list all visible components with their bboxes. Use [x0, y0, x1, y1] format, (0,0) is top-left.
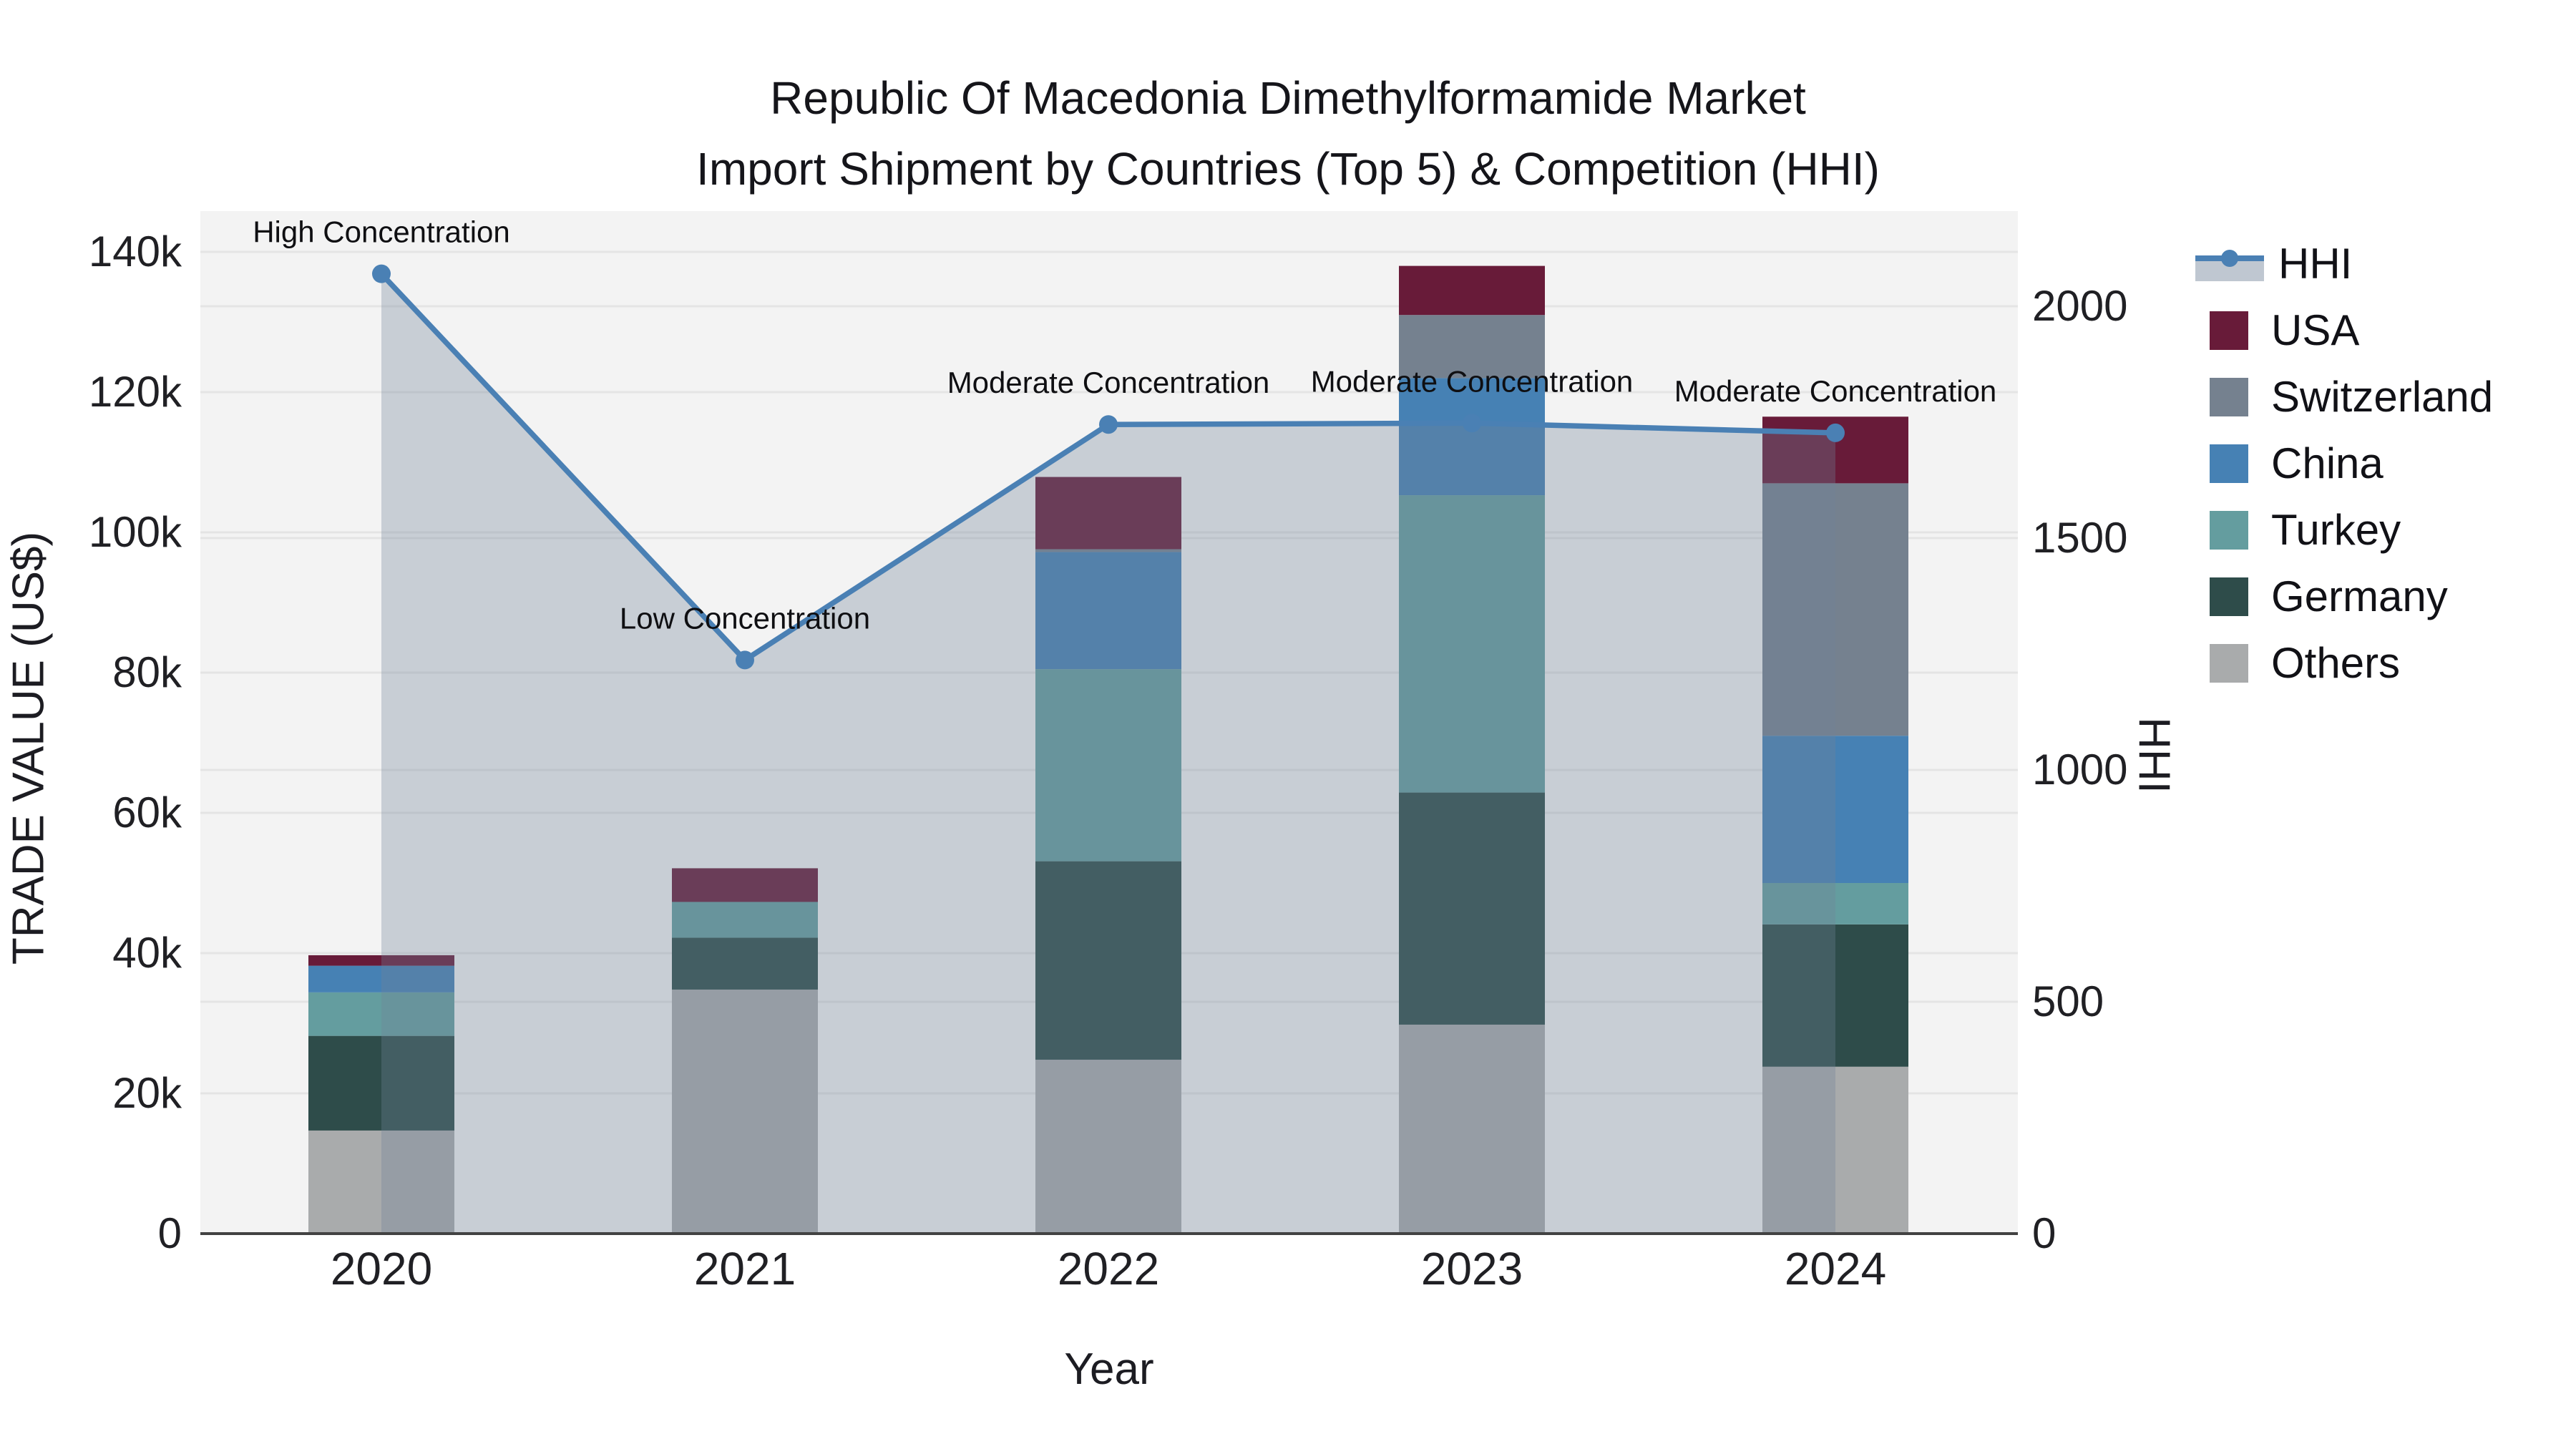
bar-segment-2023-usa[interactable] [1399, 265, 1545, 316]
y-left-tick-label: 60k [112, 789, 182, 836]
hhi-marker-2020[interactable] [372, 264, 391, 283]
bar-segment-2023-others[interactable] [1399, 1024, 1545, 1234]
bar-segment-2020-china[interactable] [308, 965, 454, 992]
legend-swatch-others [2210, 643, 2248, 683]
legend-item-switzerland[interactable]: Switzerland [2210, 364, 2493, 430]
bar-segment-2020-usa[interactable] [308, 955, 454, 966]
bar-segment-2023-turkey[interactable] [1399, 495, 1545, 793]
y-left-tick-label: 120k [89, 368, 182, 416]
bar-segment-2020-others[interactable] [308, 1130, 454, 1234]
legend-label-germany: Germany [2271, 572, 2448, 620]
bar-segment-2021-others[interactable] [672, 989, 818, 1234]
legend-swatch-turkey [2210, 510, 2248, 550]
x-tick-label-2024: 2024 [1785, 1243, 1886, 1294]
hhi-marker-2022[interactable] [1099, 415, 1118, 434]
x-tick-label-2023: 2023 [1421, 1243, 1523, 1294]
y-left-tick-label: 80k [112, 648, 182, 696]
annotation-2023: Moderate Concentration [1311, 364, 1634, 398]
bar-segment-2024-germany[interactable] [1762, 924, 1908, 1067]
chart-title: Republic Of Macedonia Dimethylformamide … [644, 63, 1932, 205]
bar-segment-2022-others[interactable] [1035, 1059, 1181, 1234]
x-tick-label-2020: 2020 [331, 1243, 432, 1294]
bar-segment-2022-switzerland[interactable] [1035, 549, 1181, 552]
bar-segment-2023-china[interactable] [1399, 378, 1545, 496]
legend-label-china: China [2271, 439, 2384, 487]
legend-swatch-usa [2210, 311, 2248, 350]
x-tick-label-2021: 2021 [694, 1243, 796, 1294]
y-left-tick-label: 0 [158, 1209, 182, 1257]
chart-title-line1: Republic Of Macedonia Dimethylformamide … [770, 72, 1806, 124]
legend-label-usa: USA [2271, 306, 2360, 354]
legend-item-turkey[interactable]: Turkey [2210, 497, 2493, 563]
hhi-marker-2024[interactable] [1826, 423, 1845, 442]
legend-label-hhi: HHI [2278, 240, 2353, 288]
bar-segment-2024-others[interactable] [1762, 1066, 1908, 1234]
legend-item-usa[interactable]: USA [2210, 297, 2493, 364]
y-right-tick-label: 0 [2032, 1209, 2056, 1257]
legend-item-germany[interactable]: Germany [2210, 563, 2493, 630]
legend-label-others: Others [2271, 639, 2401, 687]
annotation-2020: High Concentration [253, 215, 510, 249]
y-right-tick-label: 2000 [2032, 282, 2127, 330]
x-tick-label-2022: 2022 [1058, 1243, 1159, 1294]
legend-item-china[interactable]: China [2210, 430, 2493, 497]
legend-swatch-germany [2210, 577, 2248, 616]
y-left-tick-label: 40k [112, 929, 182, 977]
legend-label-switzerland: Switzerland [2271, 373, 2494, 421]
legend: HHI USA Switzerland China Turkey Germany Other… [2195, 230, 2493, 696]
x-axis-title: Year [1064, 1345, 1154, 1394]
y-axis-left-title: TRADE VALUE (US$) [4, 531, 54, 965]
bar-segment-2021-usa[interactable] [672, 868, 818, 902]
bar-segment-2024-turkey[interactable] [1762, 883, 1908, 924]
hhi-marker-2023[interactable] [1463, 414, 1481, 433]
bar-segment-2022-china[interactable] [1035, 552, 1181, 670]
chart-title-line2: Import Shipment by Countries (Top 5) & C… [696, 143, 1880, 195]
legend-label-turkey: Turkey [2271, 506, 2401, 554]
bar-segment-2024-china[interactable] [1762, 736, 1908, 883]
y-axis-right-title: HHI [2129, 717, 2179, 794]
y-left-tick-label: 140k [89, 228, 182, 275]
annotation-2022: Moderate Concentration [947, 366, 1270, 399]
hhi-area-fill[interactable] [381, 273, 1835, 1234]
bar-segment-2023-germany[interactable] [1399, 792, 1545, 1025]
bar-segment-2021-turkey[interactable] [672, 902, 818, 938]
legend-swatch-china [2210, 444, 2248, 483]
hhi-line-legend-icon [2195, 243, 2264, 286]
bar-segment-2022-germany[interactable] [1035, 861, 1181, 1060]
hhi-marker-2021[interactable] [736, 650, 754, 670]
annotation-2024: Moderate Concentration [1674, 374, 1997, 408]
y-left-tick-label: 100k [89, 508, 182, 556]
bar-segment-2022-usa[interactable] [1035, 477, 1181, 550]
y-right-tick-label: 500 [2032, 977, 2104, 1025]
annotation-2021: Low Concentration [620, 601, 870, 635]
y-right-tick-label: 1500 [2032, 514, 2127, 562]
bar-segment-2020-germany[interactable] [308, 1035, 454, 1131]
bar-segment-2021-germany[interactable] [672, 937, 818, 990]
legend-swatch-switzerland [2210, 377, 2248, 416]
y-left-tick-label: 20k [112, 1069, 182, 1117]
bar-segment-2022-turkey[interactable] [1035, 669, 1181, 862]
legend-item-hhi[interactable]: HHI [2195, 230, 2493, 297]
bar-segment-2023-switzerland[interactable] [1399, 315, 1545, 379]
legend-item-others[interactable]: Others [2210, 630, 2493, 696]
y-right-tick-label: 1000 [2032, 746, 2127, 794]
bar-segment-2020-turkey[interactable] [308, 992, 454, 1036]
bar-segment-2024-switzerland[interactable] [1762, 483, 1908, 736]
